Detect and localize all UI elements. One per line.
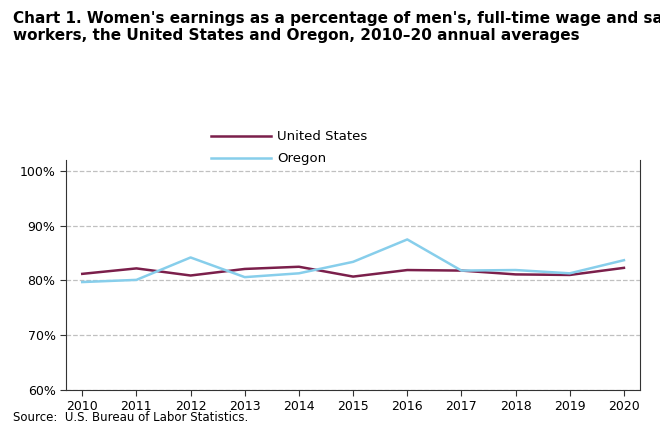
Text: Source:  U.S. Bureau of Labor Statistics.: Source: U.S. Bureau of Labor Statistics. (13, 411, 248, 424)
Text: Oregon: Oregon (277, 152, 326, 165)
Text: Chart 1. Women's earnings as a percentage of men's, full-time wage and salary
wo: Chart 1. Women's earnings as a percentag… (13, 11, 660, 43)
Text: United States: United States (277, 130, 368, 143)
